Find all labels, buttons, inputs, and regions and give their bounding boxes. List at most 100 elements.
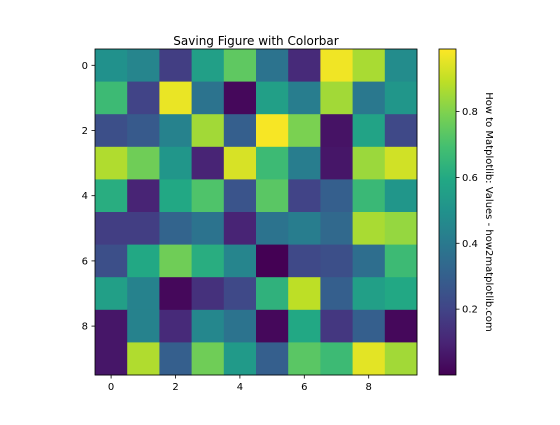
- heatmap-cell: [288, 277, 321, 311]
- heatmap-cell: [288, 342, 321, 376]
- heatmap-cell: [384, 244, 418, 278]
- heatmap-cell: [95, 309, 128, 343]
- heatmap-cell: [127, 81, 160, 115]
- heatmap-cell: [191, 342, 225, 376]
- heatmap-cell: [95, 146, 128, 180]
- heatmap-cell: [352, 277, 386, 311]
- heatmap-cell: [159, 277, 192, 311]
- heatmap-cell: [384, 342, 418, 376]
- colorbar-label: How to Matplotlib: Values - how2matplotl…: [483, 92, 494, 332]
- heatmap-cell: [159, 146, 192, 180]
- colorbar: 0.2 0.4 0.6 0.8 How to Matplotlib: Values -…: [438, 48, 494, 376]
- heatmap-cell: [288, 114, 321, 148]
- heatmap-cell: [320, 114, 353, 148]
- heatmap-cell: [352, 244, 386, 278]
- heatmap-cell: [127, 179, 160, 213]
- heatmap-cell: [320, 179, 353, 213]
- heatmap-cell: [191, 212, 225, 245]
- heatmap-cell: [223, 277, 257, 311]
- heatmap-cell: [159, 179, 192, 213]
- heatmap-cell: [95, 212, 128, 245]
- heatmap-cell: [384, 146, 418, 180]
- heatmap-cell: [127, 342, 160, 376]
- heatmap-cell: [223, 114, 257, 148]
- heatmap-cell: [159, 81, 192, 115]
- heatmap-cell: [352, 342, 386, 376]
- heatmap-cell: [256, 309, 289, 343]
- heatmap-cell: [223, 81, 257, 115]
- colorbar-tick-label: 0.8: [462, 107, 478, 118]
- heatmap-cell: [288, 49, 321, 82]
- heatmap-cell: [352, 49, 386, 82]
- heatmap-cell: [352, 212, 386, 245]
- heatmap-cell: [384, 49, 418, 82]
- heatmap-cell: [223, 309, 257, 343]
- heatmap-cell: [95, 244, 128, 278]
- heatmap-cell: [95, 114, 128, 148]
- heatmap-cell: [127, 277, 160, 311]
- heatmap-cell: [191, 114, 225, 148]
- heatmap-cell: [95, 81, 128, 115]
- heatmap-cell: [159, 342, 192, 376]
- x-tick-label: 6: [301, 382, 307, 393]
- heatmap-cell: [288, 244, 321, 278]
- x-axis: 0 2 4 6 8: [108, 375, 372, 393]
- heatmap-cell: [320, 309, 353, 343]
- heatmap-cell: [223, 212, 257, 245]
- colorbar-tick-label: 0.4: [462, 239, 478, 250]
- heatmap-cell: [159, 212, 192, 245]
- heatmap-cell: [159, 49, 192, 82]
- heatmap-cell: [352, 179, 386, 213]
- colorbar-tick-label: 0.6: [462, 173, 478, 184]
- x-tick-label: 2: [172, 382, 178, 393]
- heatmap-cell: [191, 146, 225, 180]
- heatmap-cell: [288, 146, 321, 180]
- heatmap-cell: [159, 114, 192, 148]
- heatmap-cell: [159, 244, 192, 278]
- heatmap-cell: [191, 49, 225, 82]
- heatmap-cell: [352, 146, 386, 180]
- heatmap-cell: [352, 114, 386, 148]
- heatmap-cell: [127, 212, 160, 245]
- colorbar-frame: [438, 48, 457, 376]
- heatmap-cell: [320, 342, 353, 376]
- heatmap-cell: [320, 81, 353, 115]
- heatmap-cell: [127, 114, 160, 148]
- heatmap-cell: [256, 277, 289, 311]
- heatmap-cell: [288, 309, 321, 343]
- chart-title: Saving Figure with Colorbar: [173, 34, 338, 48]
- heatmap-cell: [223, 342, 257, 376]
- heatmap-cell: [288, 212, 321, 245]
- heatmap-cell: [223, 146, 257, 180]
- x-tick-label: 4: [237, 382, 243, 393]
- heatmap-cell: [256, 342, 289, 376]
- heatmap-cell: [384, 179, 418, 213]
- heatmap-cell: [256, 212, 289, 245]
- heatmap-cell: [256, 179, 289, 213]
- heatmap-cell: [352, 309, 386, 343]
- heatmap-cell: [256, 146, 289, 180]
- heatmap-cell: [320, 146, 353, 180]
- heatmap-cell: [95, 342, 128, 376]
- heatmap-cells: [95, 49, 418, 376]
- y-tick-label: 0: [82, 61, 88, 72]
- heatmap-cell: [191, 244, 225, 278]
- colorbar-ticks: 0.2 0.4 0.6 0.8: [456, 107, 478, 316]
- heatmap-cell: [223, 49, 257, 82]
- heatmap-cell: [352, 81, 386, 115]
- x-tick-label: 0: [108, 382, 114, 393]
- heatmap-cell: [384, 114, 418, 148]
- colorbar-gradient: [439, 49, 456, 375]
- heatmap-cell: [320, 244, 353, 278]
- heatmap-cell: [288, 81, 321, 115]
- heatmap-cell: [384, 212, 418, 245]
- plot-frame: [94, 48, 418, 376]
- heatmap-cell: [256, 81, 289, 115]
- heatmap-cell: [256, 49, 289, 82]
- y-tick-label: 6: [82, 256, 88, 267]
- heatmap-cell: [127, 49, 160, 82]
- heatmap-cell: [320, 212, 353, 245]
- heatmap-cell: [384, 81, 418, 115]
